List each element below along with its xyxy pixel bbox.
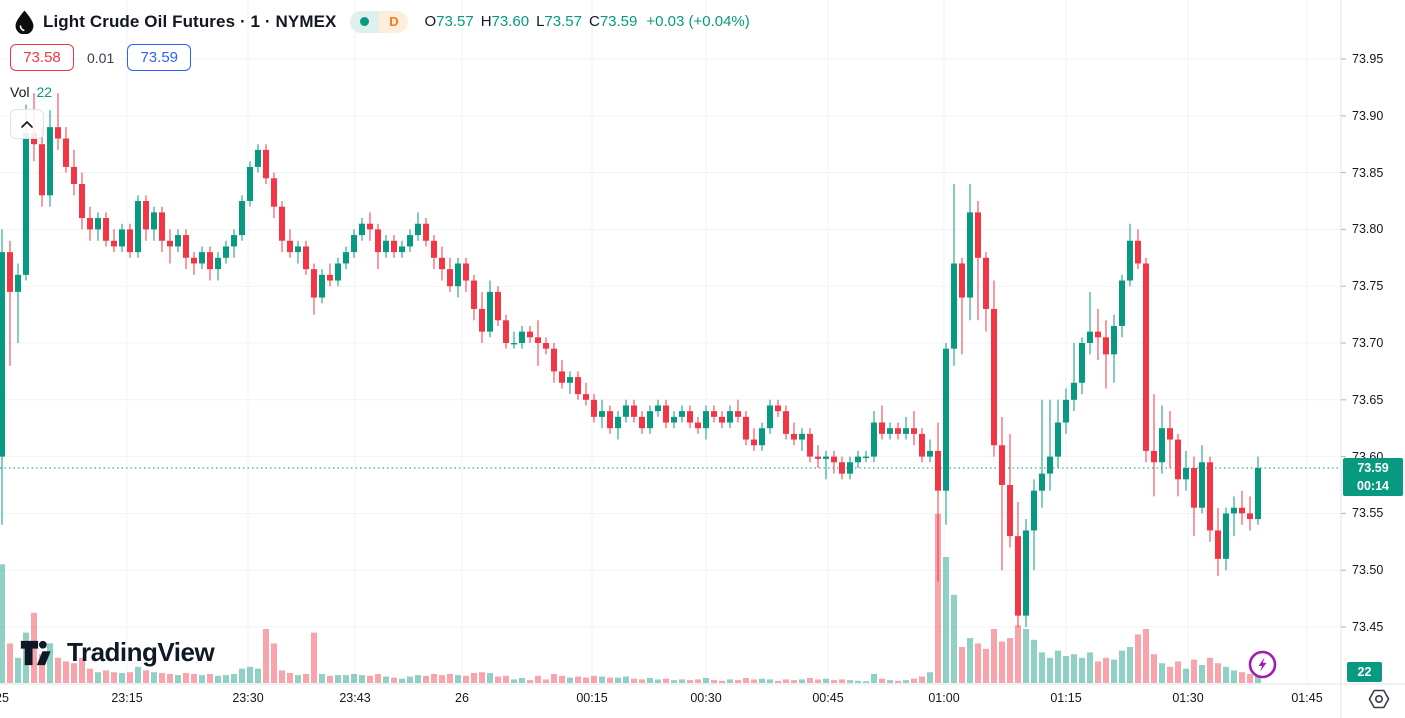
time-tick-label: 01:15 bbox=[1050, 691, 1082, 705]
price-tick-label: 73.50 bbox=[1352, 563, 1384, 578]
time-tick-label: 26 bbox=[455, 691, 469, 705]
price-tick-label: 73.90 bbox=[1352, 108, 1384, 123]
time-tick-label: 01:45 bbox=[1291, 691, 1323, 705]
time-tick-label: 00:45 bbox=[812, 691, 844, 705]
tradingview-logo-icon bbox=[20, 640, 51, 665]
volume-axis-badge: 22 bbox=[1347, 662, 1382, 682]
time-tick-label: 23:30 bbox=[232, 691, 264, 705]
price-tick-label: 73.70 bbox=[1352, 336, 1384, 350]
sell-button[interactable]: 73.58 bbox=[10, 44, 74, 71]
time-tick-label: 01:00 bbox=[928, 691, 960, 705]
bar-countdown: 00:14 bbox=[1357, 478, 1389, 493]
volume-label: Vol bbox=[10, 84, 30, 100]
time-tick-label: 23:15 bbox=[111, 691, 143, 705]
price-tick-label: 73.80 bbox=[1352, 222, 1384, 237]
lightning-icon bbox=[1248, 650, 1277, 679]
change-value: +0.03 (+0.04%) bbox=[646, 13, 750, 30]
close-value: 73.59 bbox=[599, 13, 638, 30]
price-tick-label: 73.45 bbox=[1352, 620, 1384, 634]
high-value: 73.60 bbox=[491, 13, 530, 30]
time-tick-label: 00:15 bbox=[576, 691, 608, 705]
current-price-badge: 73.59 00:14 bbox=[1343, 457, 1403, 496]
ohlc-values: O73.57 H73.60 L73.57 C73.59 +0.03 (+0.04… bbox=[424, 13, 749, 30]
time-tick-label: 25 bbox=[0, 691, 9, 705]
tradingview-watermark-text: TradingView bbox=[67, 637, 215, 667]
price-tick-label: 73.65 bbox=[1352, 392, 1384, 407]
delayed-data-badge: D bbox=[379, 10, 409, 33]
boost-button[interactable] bbox=[1248, 650, 1277, 679]
symbol-title[interactable]: Light Crude Oil Futures · 1 · NYMEX bbox=[43, 11, 337, 31]
price-tick-label: 73.75 bbox=[1352, 279, 1384, 294]
market-open-indicator bbox=[350, 10, 380, 33]
market-open-dot-icon bbox=[360, 17, 370, 26]
collapse-panel-button[interactable] bbox=[10, 109, 44, 139]
time-tick-label: 00:30 bbox=[690, 691, 722, 705]
crude-oil-symbol-icon bbox=[15, 10, 34, 34]
chart-settings-button[interactable] bbox=[1368, 689, 1390, 709]
delayed-data-label: D bbox=[389, 14, 399, 29]
price-tick-label: 73.95 bbox=[1352, 52, 1384, 66]
settings-nut-icon bbox=[1368, 689, 1390, 709]
high-label: H bbox=[480, 13, 492, 30]
chevron-up-icon bbox=[21, 120, 33, 128]
price-axis[interactable]: 73.95 73.90 73.85 73.80 73.75 73.70 73.65 73.60… bbox=[1341, 0, 1405, 684]
time-tick-label: 01:30 bbox=[1172, 691, 1204, 705]
volume-indicator-row: Vol 22 bbox=[10, 84, 52, 100]
chart-header: Light Crude Oil Futures · 1 · NYMEX D O7… bbox=[12, 9, 750, 34]
price-tick-label: 73.85 bbox=[1352, 165, 1384, 180]
current-price-value: 73.59 bbox=[1357, 460, 1389, 475]
time-tick-label: 23:43 bbox=[339, 691, 371, 705]
time-axis[interactable]: 25 23:15 23:30 23:43 26 00:15 00:30 00:45 01:00 0… bbox=[0, 684, 1405, 718]
open-label: O bbox=[424, 13, 437, 30]
low-value: 73.57 bbox=[544, 13, 582, 30]
buy-button[interactable]: 73.59 bbox=[127, 44, 192, 71]
tradingview-watermark[interactable]: TradingView bbox=[20, 637, 215, 668]
open-value: 73.57 bbox=[436, 13, 474, 30]
low-label: L bbox=[536, 13, 545, 30]
order-panel: 73.58 0.01 73.59 bbox=[10, 44, 192, 71]
market-status-pill[interactable]: D bbox=[350, 10, 409, 33]
price-tick-label: 73.55 bbox=[1352, 506, 1384, 521]
close-label: C bbox=[588, 13, 600, 30]
volume-value: 22 bbox=[36, 84, 53, 100]
spread-label: 0.01 bbox=[87, 49, 115, 66]
